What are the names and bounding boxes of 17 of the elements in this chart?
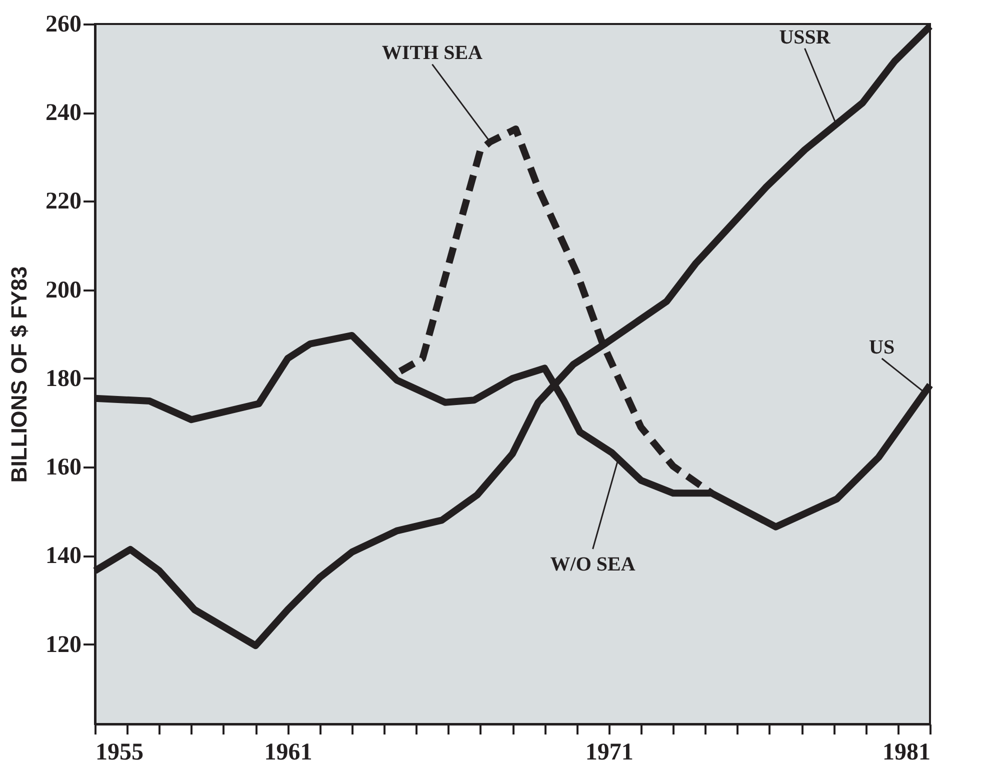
annotation: WITH SEA bbox=[382, 42, 484, 64]
annotation: US bbox=[869, 336, 895, 358]
y-tick-label: 220 bbox=[46, 188, 82, 215]
y-tick-label: 120 bbox=[46, 632, 82, 658]
y-axis-title: BILLIONS OF $ FY83 bbox=[6, 266, 32, 483]
x-tick-label: 1981 bbox=[882, 740, 930, 766]
x-tick-label: 1955 bbox=[96, 740, 144, 766]
y-tick-label: 180 bbox=[46, 366, 82, 392]
annotation: W/O SEA bbox=[550, 554, 636, 576]
y-tick-label: 160 bbox=[46, 454, 82, 481]
x-tick-label: 1961 bbox=[264, 740, 312, 766]
y-tick-label: 240 bbox=[46, 100, 82, 126]
y-tick-label: 140 bbox=[46, 543, 82, 570]
y-tick-label: 200 bbox=[46, 277, 82, 304]
annotation: USSR bbox=[779, 26, 831, 48]
y-tick-label: 260 bbox=[46, 12, 82, 38]
x-tick-label: 1971 bbox=[585, 740, 634, 766]
